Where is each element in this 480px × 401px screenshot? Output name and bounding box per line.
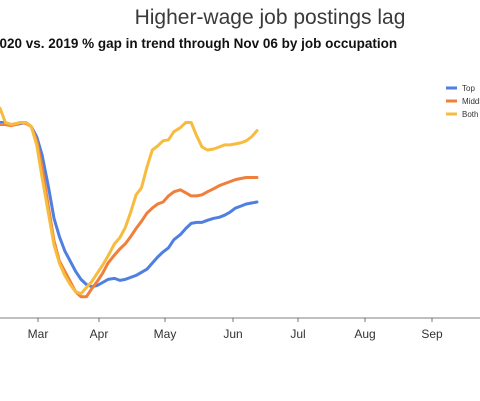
- legend-label-middle: Middle: [462, 97, 480, 106]
- x-tick-label: Sep: [421, 327, 443, 341]
- legend: Top Middle Both: [446, 84, 480, 119]
- series-line-middle: [0, 121, 259, 299]
- x-tick-label: May: [154, 327, 177, 341]
- series-lines: [0, 106, 259, 299]
- legend-label-top: Top: [462, 84, 475, 93]
- series-line-top: [0, 121, 259, 289]
- x-axis-ticks: Mar Apr May Jun Jul Aug Sep: [28, 318, 443, 341]
- x-tick-label: Jun: [223, 327, 242, 341]
- x-tick-label: Mar: [28, 327, 49, 341]
- series-line-both: [0, 106, 259, 296]
- chart-title: Higher-wage job postings lag: [134, 6, 406, 29]
- x-tick-label: Jul: [290, 327, 305, 341]
- chart-subtitle: 2020 vs. 2019 % gap in trend through Nov…: [0, 36, 398, 51]
- x-tick-label: Apr: [90, 327, 109, 341]
- legend-label-both: Both: [462, 110, 478, 119]
- x-tick-label: Aug: [354, 327, 375, 341]
